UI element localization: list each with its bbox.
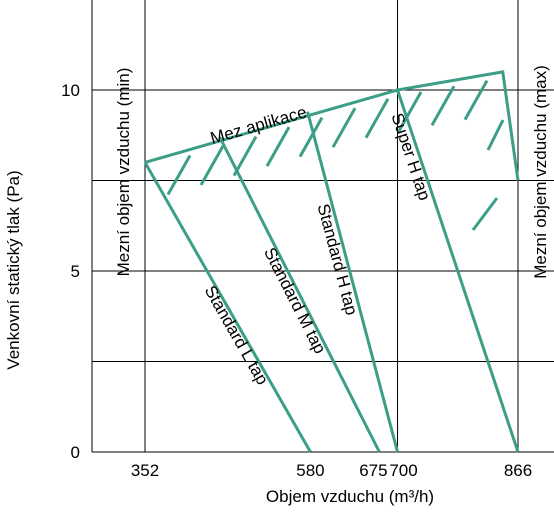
x-tick-label: 352 [131, 461, 159, 480]
x-tick-label: 675 [359, 461, 387, 480]
curve-standard-l-tap [143, 161, 312, 453]
y-tick-label: 10 [61, 81, 80, 100]
curve-label: Standard H tap [314, 202, 362, 317]
hatch-mark [463, 79, 489, 121]
hatch-mark [265, 126, 291, 167]
limit-line [144, 70, 520, 181]
hatch-mark [364, 97, 390, 139]
hatch-mark [430, 85, 456, 127]
hatch-mark [471, 197, 499, 231]
curve-standard-h-tap [306, 111, 399, 453]
limit-hatching [166, 79, 505, 231]
curve-label: Standard L tap [201, 282, 273, 388]
hatch-mark [397, 91, 423, 132]
hatch-mark [232, 135, 258, 177]
curve-super-h-tap [396, 89, 520, 453]
hatch-mark [331, 107, 357, 148]
min-airflow-label: Mezní objem vzduchu (min) [114, 68, 133, 277]
hatch-mark [166, 154, 192, 196]
curve-label: Standard M tap [260, 245, 330, 357]
max-airflow-label: Mezní objem vzduchu (max) [531, 65, 550, 279]
x-tick-label: 866 [504, 461, 532, 480]
curve-label: Super H tap [388, 111, 435, 203]
grid [91, 0, 554, 453]
hatch-mark [486, 119, 505, 151]
x-tick-label: 700 [389, 461, 417, 480]
x-axis-title: Objem vzduchu (m³/h) [266, 487, 434, 506]
hatch-mark [199, 145, 225, 186]
y-tick-label: 0 [71, 443, 80, 462]
y-axis-title: Venkovní statický tlak (Pa) [4, 170, 23, 369]
curve-standard-m-tap [218, 136, 381, 453]
limit-label: Mez aplikace [208, 102, 309, 148]
curves [143, 70, 520, 453]
hatch-mark [298, 116, 324, 158]
x-tick-label: 580 [296, 461, 324, 480]
y-tick-label: 5 [71, 262, 80, 281]
